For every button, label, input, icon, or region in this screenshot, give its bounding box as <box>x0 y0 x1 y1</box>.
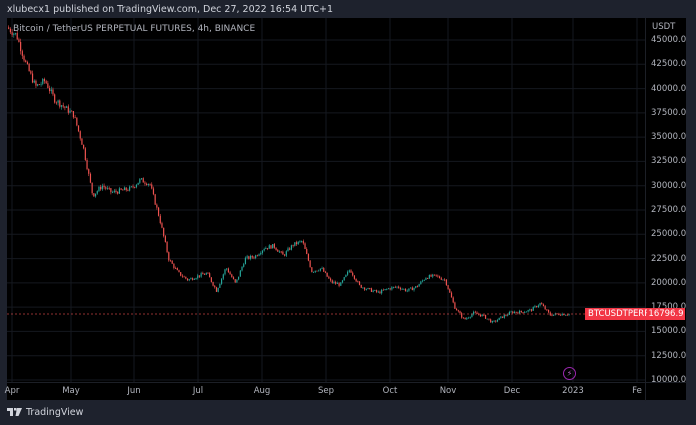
tradingview-logo-icon <box>7 408 22 416</box>
price-tick-label: 12500.0 <box>651 350 687 361</box>
price-tick-label: 25000.0 <box>651 229 687 240</box>
price-tick-label: 20000.0 <box>651 277 687 288</box>
tradingview-brand: TradingView <box>26 406 84 418</box>
price-tick-label: 40000.0 <box>651 83 687 94</box>
price-tick-label: 22500.0 <box>651 253 687 264</box>
price-tick-label: 37500.0 <box>651 107 687 118</box>
lightning-icon[interactable]: ⚡ <box>563 367 576 380</box>
time-tick-label: Apr <box>4 386 20 396</box>
price-chart[interactable]: Bitcoin / TetherUS PERPETUAL FUTURES, 4h… <box>4 18 687 401</box>
price-tick-label: 27500.0 <box>651 205 687 215</box>
price-tick-label: 45000.0 <box>651 35 687 45</box>
price-tick-label: 10000.0 <box>651 375 687 385</box>
price-axis[interactable]: USDT 45000.0 42500.0 40000.0 37500.0 35000.0… <box>645 18 687 385</box>
time-tick-label: Fe <box>632 386 642 396</box>
time-tick-label: May <box>62 386 80 396</box>
candlestick-plot[interactable] <box>7 18 645 382</box>
footer-branding: TradingView <box>7 405 83 419</box>
last-price-symbol-tag: BTCUSDTPERP <box>585 307 653 320</box>
price-tick-label: 42500.0 <box>651 59 687 70</box>
time-axis[interactable]: Apr May Jun Jul Aug Sep Oct Nov Dec 2023 Fe <box>4 382 645 401</box>
time-tick-label: Oct <box>382 386 398 396</box>
price-unit-label: USDT <box>652 22 676 32</box>
time-tick-label: Sep <box>317 386 335 396</box>
last-price-value-tag: 16796.9 <box>647 307 685 320</box>
time-tick-label: Jul <box>192 386 204 396</box>
price-tick-label: 17500.0 <box>651 302 686 312</box>
time-tick-label: Aug <box>253 386 271 396</box>
time-tick-label: 2023 <box>562 386 584 396</box>
time-tick-label: Dec <box>503 386 521 396</box>
price-tick-label: 35000.0 <box>651 132 687 143</box>
time-tick-label: Jun <box>127 386 141 396</box>
price-tick-label: 30000.0 <box>651 180 687 191</box>
time-tick-label: Nov <box>439 386 457 396</box>
price-tick-label: 15000.0 <box>651 326 687 337</box>
axis-corner <box>645 382 687 401</box>
price-tick-label: 32500.0 <box>651 156 687 167</box>
publisher-info: xlubecx1 published on TradingView.com, D… <box>7 4 333 15</box>
chart-legend-title: Bitcoin / TetherUS PERPETUAL FUTURES, 4h… <box>13 24 256 34</box>
